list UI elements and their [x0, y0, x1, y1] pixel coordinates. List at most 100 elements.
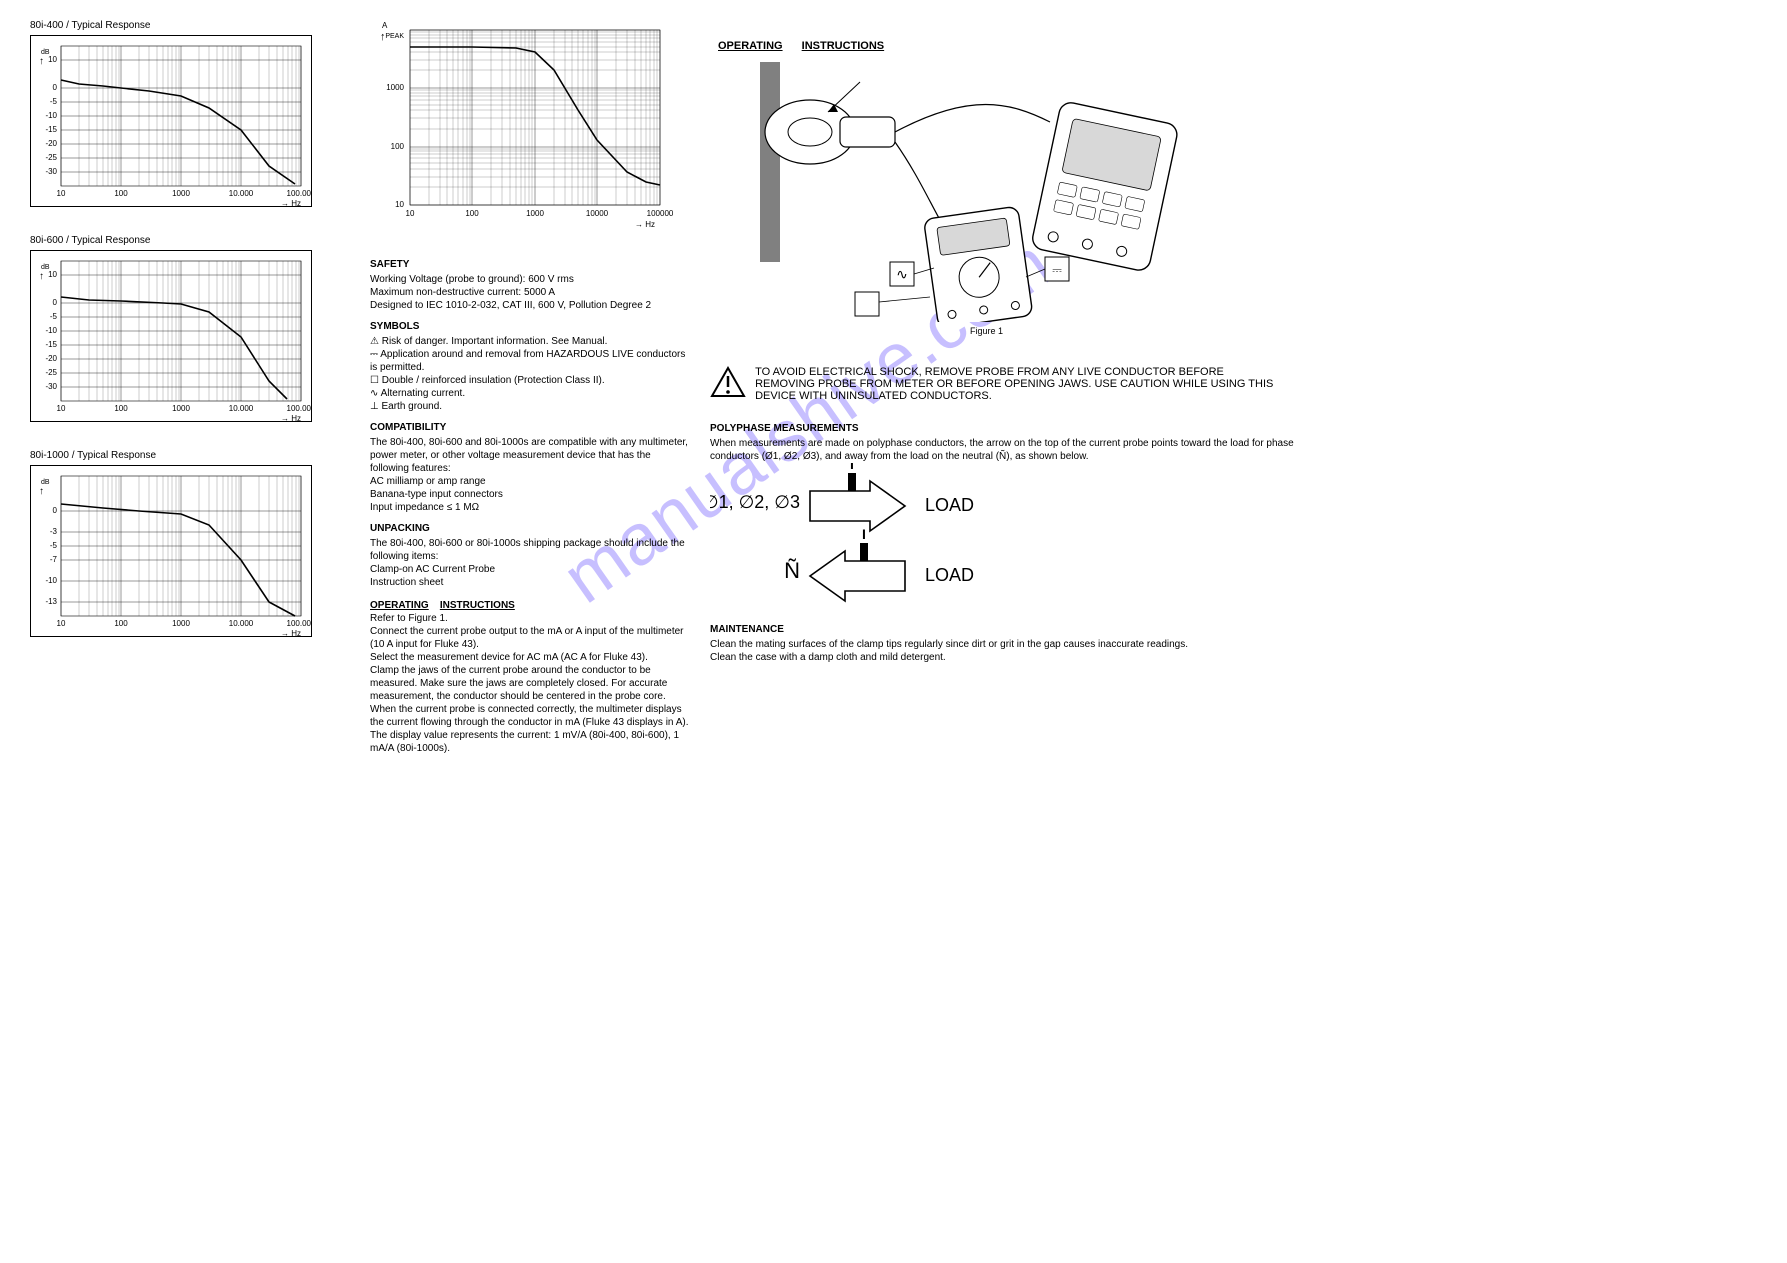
svg-text:dB: dB [41, 479, 50, 486]
svg-text:-25: -25 [45, 368, 57, 377]
svg-text:-5: -5 [50, 97, 58, 106]
svg-text:10.000: 10.000 [229, 619, 254, 628]
svg-text:10: 10 [57, 189, 66, 198]
svg-text:100: 100 [114, 619, 128, 628]
symbols-line-2: ☐ Double / reinforced insulation (Protec… [370, 374, 690, 387]
compat-heading: COMPATIBILITY [370, 421, 690, 434]
warning-triangle-icon [710, 366, 746, 401]
unpack-heading: UNPACKING [370, 522, 690, 535]
svg-text:↑: ↑ [39, 271, 44, 282]
op-sub: INSTRUCTIONS [440, 600, 515, 611]
figure-label: Figure 1 [970, 326, 1330, 336]
multimeter-icon [924, 206, 1033, 322]
svg-text:→ Hz: → Hz [281, 629, 301, 637]
svg-text:10: 10 [48, 55, 57, 64]
svg-text:↑: ↑ [39, 486, 44, 497]
polyphase-section: POLYPHASE MEASUREMENTS When measurements… [710, 422, 1330, 463]
polyphase-diagram: ∅1, ∅2, ∅3 I LOAD Ñ I LOAD [710, 463, 1130, 613]
unpack-bullet-1: Instruction sheet [370, 576, 690, 589]
callout-box-ac-icon: ∿ [890, 262, 934, 286]
svg-text:100: 100 [465, 209, 479, 218]
col3-heading-op: OPERATING [718, 40, 783, 52]
compat-bullet-0: AC milliamp or amp range [370, 475, 690, 488]
chart3-block: 80i-1000 / Typical Response [30, 450, 350, 637]
svg-text:100.000: 100.000 [287, 189, 312, 198]
svg-text:-10: -10 [45, 326, 57, 335]
op-heading: OPERATING [370, 600, 429, 611]
svg-text:10: 10 [48, 270, 57, 279]
chart1-title: 80i-400 / Typical Response [30, 20, 350, 31]
chart4: 1000 100 10 10100100010000100000 → Hz A … [370, 20, 680, 230]
svg-text:-10: -10 [45, 576, 57, 585]
svg-text:dB: dB [41, 264, 50, 271]
svg-text:I: I [850, 463, 854, 472]
unpack-bullet-0: Clamp-on AC Current Probe [370, 563, 690, 576]
op-bullet-2: Clamp the jaws of the current probe arou… [370, 664, 690, 703]
chart4-peak-label: PEAK [385, 33, 404, 40]
symbols-heading: SYMBOLS [370, 320, 690, 333]
svg-text:-20: -20 [45, 354, 57, 363]
polyphase-text: When measurements are made on polyphase … [710, 437, 1330, 463]
chart1: 10 0 -5 -10 -15 -20 -25 -30 10 100 1000 [30, 35, 312, 207]
svg-text:-30: -30 [45, 382, 57, 391]
svg-text:1000: 1000 [172, 619, 190, 628]
op-bullet-1: Select the measurement device for AC mA … [370, 651, 690, 664]
svg-text:⎓: ⎓ [1052, 263, 1062, 277]
svg-text:-7: -7 [50, 555, 58, 564]
chart1-block: 80i-400 / Typical Response [30, 20, 350, 207]
svg-text:-5: -5 [50, 541, 58, 550]
svg-text:100: 100 [114, 189, 128, 198]
chart2: 100-5-10-15-20-25-30 10100100010.000100.… [30, 250, 312, 422]
compat-bullet-2: Input impedance ≤ 1 MΩ [370, 501, 690, 514]
svg-text:1000: 1000 [386, 83, 404, 92]
svg-text:-5: -5 [50, 312, 58, 321]
safety-warning-text: TO AVOID ELECTRICAL SHOCK, REMOVE PROBE … [755, 366, 1275, 402]
chart3: 0 -3 -5 -7 -10 -13 10 100 1000 10.000 100.00… [30, 465, 312, 637]
svg-text:10000: 10000 [586, 209, 609, 218]
safety-warning: TO AVOID ELECTRICAL SHOCK, REMOVE PROBE … [710, 366, 1330, 402]
svg-text:∿: ∿ [896, 266, 908, 282]
svg-text:0: 0 [53, 298, 58, 307]
maintenance-heading: MAINTENANCE [710, 623, 1330, 636]
svg-text:10: 10 [406, 209, 415, 218]
svg-text:→ Hz: → Hz [281, 414, 301, 422]
svg-text:100.000: 100.000 [287, 404, 312, 413]
svg-text:0: 0 [53, 506, 58, 515]
neutral-label: Ñ [784, 558, 800, 583]
chart2-title: 80i-600 / Typical Response [30, 235, 350, 246]
unpack-text: The 80i-400, 80i-600 or 80i-1000s shippi… [370, 537, 690, 563]
callout-box-empty-icon [855, 292, 930, 316]
svg-text:-13: -13 [45, 597, 57, 606]
svg-text:→ Hz: → Hz [281, 199, 301, 207]
svg-text:→ Hz: → Hz [635, 220, 655, 229]
load-label-1: LOAD [925, 495, 974, 515]
svg-text:10: 10 [57, 404, 66, 413]
chart3-title: 80i-1000 / Typical Response [30, 450, 350, 461]
safety-heading: SAFETY [370, 258, 690, 271]
svg-text:-3: -3 [50, 527, 58, 536]
svg-text:100.000: 100.000 [287, 619, 312, 628]
column-1: 80i-400 / Typical Response [30, 20, 350, 665]
column-3: OPERATING INSTRUCTIONS [710, 40, 1330, 664]
chart2-block: 80i-600 / Typical Response [30, 235, 350, 422]
svg-text:↑: ↑ [39, 56, 44, 67]
chart4-block: 1000 100 10 10100100010000100000 → Hz A … [370, 20, 690, 230]
svg-text:100: 100 [114, 404, 128, 413]
callout-box-dc-icon: ⎓ [1026, 257, 1069, 281]
connection-diagram: ∿ ⎓ [710, 62, 1270, 322]
svg-text:I: I [862, 526, 866, 542]
svg-text:-30: -30 [45, 167, 57, 176]
svg-text:10: 10 [57, 619, 66, 628]
svg-text:-25: -25 [45, 153, 57, 162]
safety-line-2: Designed to IEC 1010-2-032, CAT III, 600… [370, 299, 690, 312]
svg-text:10.000: 10.000 [229, 189, 254, 198]
polyphase-heading: POLYPHASE MEASUREMENTS [710, 422, 1330, 435]
op-text: Refer to Figure 1. [370, 612, 690, 625]
svg-text:1000: 1000 [172, 404, 190, 413]
load-label-2: LOAD [925, 565, 974, 585]
col3-heading-instr: INSTRUCTIONS [802, 40, 885, 52]
symbols-line-0: ⚠ Risk of danger. Important information.… [370, 335, 690, 348]
scope-meter-icon [1031, 101, 1180, 273]
svg-text:dB: dB [41, 49, 50, 56]
compat-bullet-1: Banana-type input connectors [370, 488, 690, 501]
